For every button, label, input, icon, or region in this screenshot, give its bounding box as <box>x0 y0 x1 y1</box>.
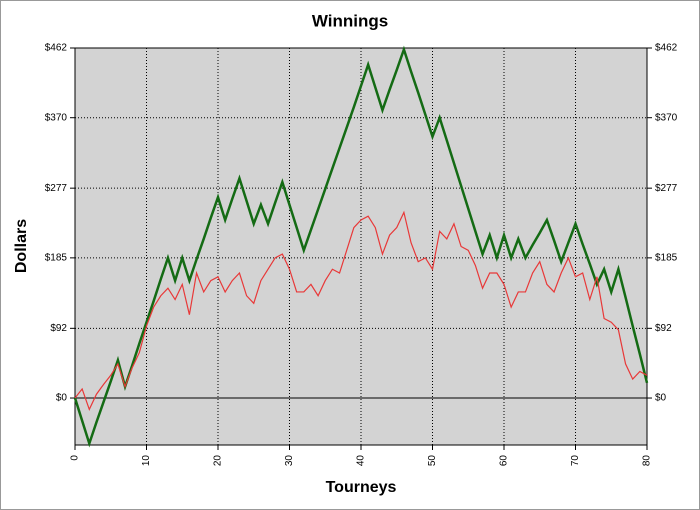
y-tick-label: $462 <box>45 43 68 54</box>
x-tick-label: 40 <box>356 455 367 467</box>
x-tick-label: 70 <box>570 455 581 467</box>
x-tick-label: 60 <box>499 455 510 467</box>
y2-tick-label: $370 <box>655 112 678 123</box>
y-axis-label: Dollars <box>13 219 30 273</box>
x-tick-label: 50 <box>427 455 438 467</box>
x-tick-label: 10 <box>141 455 152 467</box>
x-tick-label: 0 <box>70 455 81 461</box>
chart-title: Winnings <box>312 11 388 30</box>
x-tick-label: 80 <box>642 455 653 467</box>
y2-tick-label: $0 <box>655 393 667 404</box>
y-tick-label: $277 <box>45 183 68 194</box>
y-tick-label: $370 <box>45 112 68 123</box>
series-line <box>74 210 648 411</box>
y2-tick-label: $462 <box>655 43 678 54</box>
x-tick-label: 30 <box>284 455 295 467</box>
x-axis-label: Tourneys <box>326 479 397 496</box>
y-tick-label: $185 <box>45 253 68 264</box>
y-tick-label: $0 <box>56 393 68 404</box>
x-tick-label: 20 <box>213 455 224 467</box>
plot-border <box>74 47 648 446</box>
series-line <box>73 45 649 448</box>
y2-tick-label: $92 <box>655 323 672 334</box>
y2-tick-label: $277 <box>655 183 678 194</box>
y-tick-label: $92 <box>50 323 67 334</box>
y2-tick-label: $185 <box>655 253 678 264</box>
